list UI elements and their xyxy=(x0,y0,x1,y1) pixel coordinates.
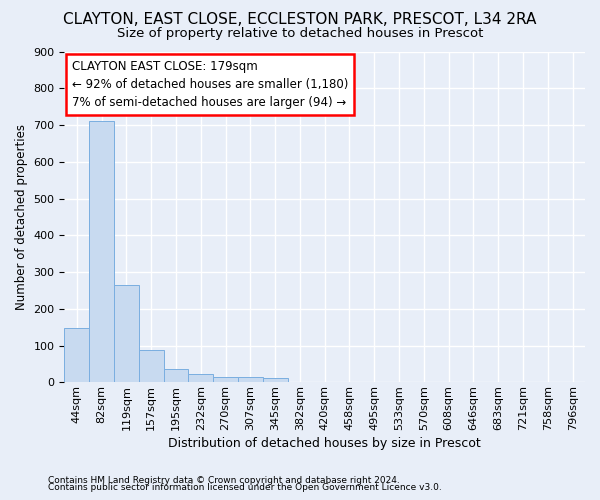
Bar xyxy=(188,374,213,382)
Bar xyxy=(139,350,164,382)
Text: CLAYTON EAST CLOSE: 179sqm
← 92% of detached houses are smaller (1,180)
7% of se: CLAYTON EAST CLOSE: 179sqm ← 92% of deta… xyxy=(72,60,349,109)
Text: Size of property relative to detached houses in Prescot: Size of property relative to detached ho… xyxy=(117,28,483,40)
Text: Contains public sector information licensed under the Open Government Licence v3: Contains public sector information licen… xyxy=(48,484,442,492)
Bar xyxy=(89,122,114,382)
Bar xyxy=(263,378,287,382)
Bar xyxy=(213,378,238,382)
Bar xyxy=(64,328,89,382)
Bar xyxy=(238,378,263,382)
Bar xyxy=(164,369,188,382)
Bar xyxy=(114,285,139,382)
Y-axis label: Number of detached properties: Number of detached properties xyxy=(15,124,28,310)
Text: CLAYTON, EAST CLOSE, ECCLESTON PARK, PRESCOT, L34 2RA: CLAYTON, EAST CLOSE, ECCLESTON PARK, PRE… xyxy=(64,12,536,28)
X-axis label: Distribution of detached houses by size in Prescot: Distribution of detached houses by size … xyxy=(169,437,481,450)
Text: Contains HM Land Registry data © Crown copyright and database right 2024.: Contains HM Land Registry data © Crown c… xyxy=(48,476,400,485)
